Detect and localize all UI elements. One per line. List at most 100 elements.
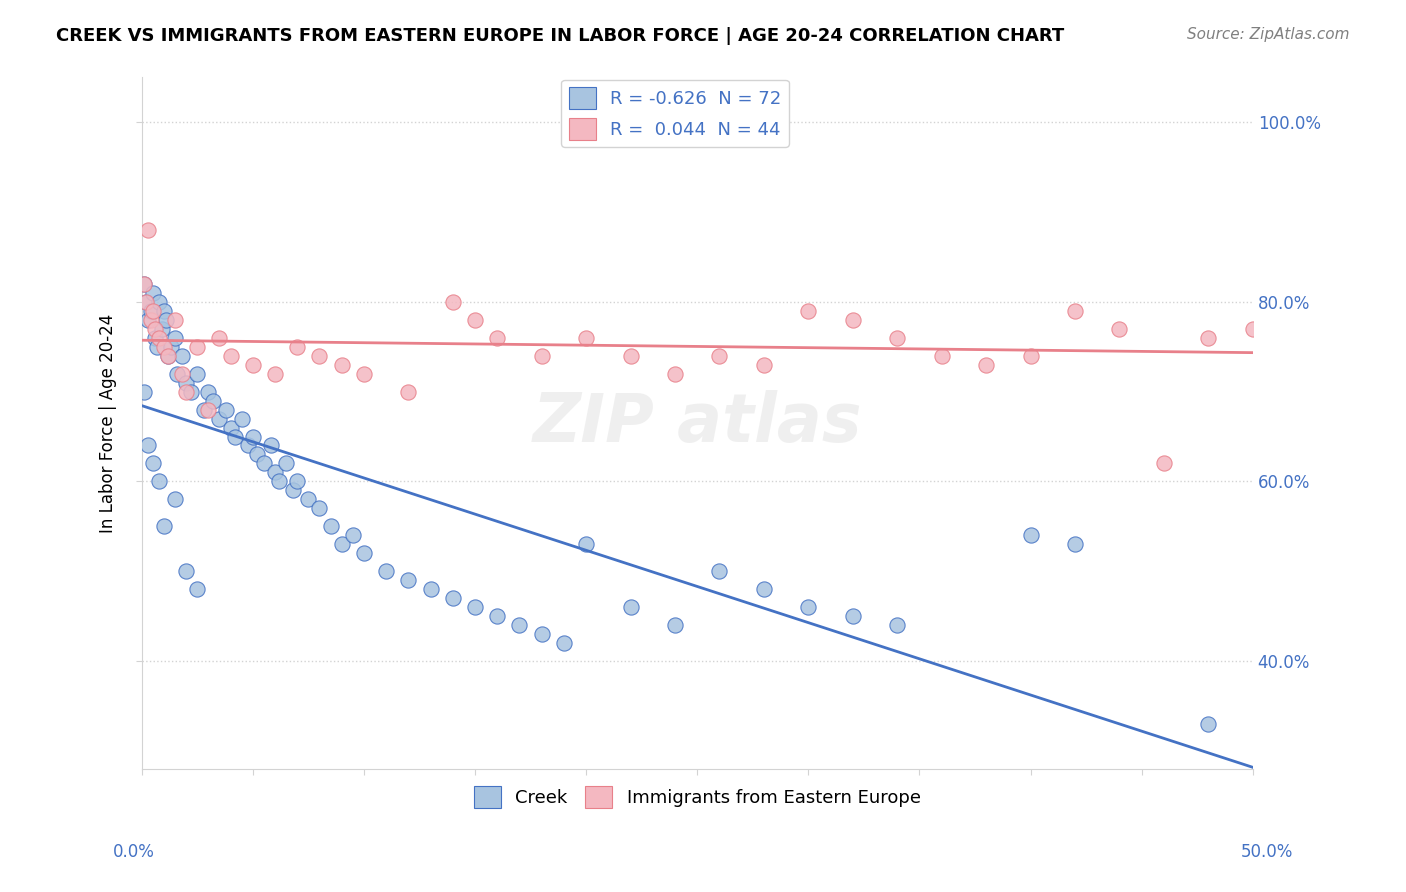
Point [752, 582, 775, 596]
Point [1019, 349, 1042, 363]
Point [186, 582, 208, 596]
Point [709, 349, 731, 363]
Point [238, 438, 260, 452]
Point [157, 349, 180, 363]
Point [353, 546, 375, 560]
Point [215, 402, 238, 417]
Point [297, 492, 319, 507]
Point [752, 358, 775, 372]
Point [142, 285, 165, 300]
Point [619, 600, 641, 615]
Point [231, 411, 253, 425]
Point [842, 609, 865, 624]
Point [132, 277, 155, 291]
Point [441, 591, 464, 605]
Legend: Creek, Immigrants from Eastern Europe: Creek, Immigrants from Eastern Europe [467, 779, 928, 815]
Point [1197, 716, 1219, 731]
Point [319, 519, 342, 533]
Point [148, 294, 170, 309]
Point [886, 331, 908, 345]
Point [224, 429, 246, 443]
Point [1064, 303, 1087, 318]
Point [142, 303, 165, 318]
Point [139, 313, 162, 327]
Point [1197, 331, 1219, 345]
Point [142, 457, 165, 471]
Point [375, 564, 398, 578]
Point [143, 331, 166, 345]
Point [163, 331, 186, 345]
Text: CREEK VS IMMIGRANTS FROM EASTERN EUROPE IN LABOR FORCE | AGE 20-24 CORRELATION C: CREEK VS IMMIGRANTS FROM EASTERN EUROPE … [56, 27, 1064, 45]
Point [153, 519, 176, 533]
Point [974, 358, 997, 372]
Point [264, 367, 287, 381]
Point [530, 627, 553, 641]
Point [219, 420, 242, 434]
Point [139, 303, 162, 318]
Point [242, 358, 264, 372]
Point [159, 340, 181, 354]
Point [274, 457, 297, 471]
Point [486, 331, 509, 345]
Point [269, 475, 291, 489]
Point [201, 393, 224, 408]
Text: ZIP atlas: ZIP atlas [533, 390, 862, 456]
Point [396, 384, 419, 399]
Point [281, 483, 304, 498]
Point [575, 331, 598, 345]
Point [285, 340, 308, 354]
Point [353, 367, 375, 381]
Point [135, 294, 157, 309]
Point [186, 367, 208, 381]
Point [259, 438, 281, 452]
Point [285, 475, 308, 489]
Point [193, 402, 215, 417]
Point [664, 618, 686, 632]
Point [931, 349, 953, 363]
Point [797, 600, 820, 615]
Point [143, 322, 166, 336]
Point [180, 384, 202, 399]
Point [208, 331, 231, 345]
Point [419, 582, 441, 596]
Point [136, 223, 159, 237]
Point [163, 492, 186, 507]
Point [530, 349, 553, 363]
Point [135, 294, 157, 309]
Point [246, 447, 269, 461]
Text: 0.0%: 0.0% [112, 843, 155, 861]
Point [197, 402, 219, 417]
Y-axis label: In Labor Force | Age 20-24: In Labor Force | Age 20-24 [100, 313, 117, 533]
Point [153, 340, 176, 354]
Point [150, 322, 173, 336]
Point [170, 367, 193, 381]
Text: Source: ZipAtlas.com: Source: ZipAtlas.com [1187, 27, 1350, 42]
Point [264, 466, 287, 480]
Point [797, 303, 820, 318]
Point [1019, 528, 1042, 542]
Point [664, 367, 686, 381]
Point [148, 331, 170, 345]
Point [575, 537, 598, 551]
Point [166, 367, 188, 381]
Point [1108, 322, 1130, 336]
Point [208, 411, 231, 425]
Point [153, 303, 176, 318]
Point [308, 501, 330, 516]
Point [308, 349, 330, 363]
Point [486, 609, 509, 624]
Point [136, 438, 159, 452]
Point [1064, 537, 1087, 551]
Point [174, 384, 197, 399]
Point [253, 457, 276, 471]
Point [174, 376, 197, 390]
Point [553, 636, 575, 650]
Point [219, 349, 242, 363]
Point [1153, 457, 1175, 471]
Point [163, 313, 186, 327]
Point [170, 349, 193, 363]
Point [330, 358, 353, 372]
Point [1241, 322, 1264, 336]
Point [441, 294, 464, 309]
Point [886, 618, 908, 632]
